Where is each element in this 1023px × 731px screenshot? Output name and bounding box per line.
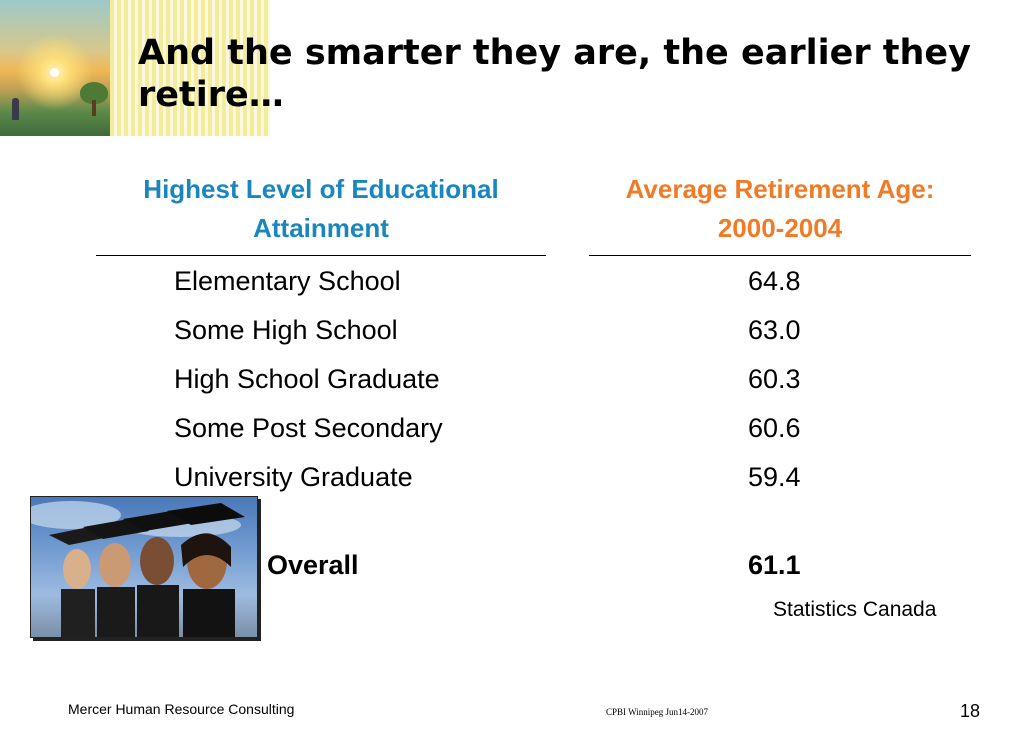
footer-event: CPBI Winnipeg Jun14-2007 (606, 707, 708, 717)
overall-value: 61.1 (748, 550, 801, 580)
row-label-elementary-school: Elementary School (174, 266, 401, 296)
row-value-some-high-school: 63.0 (748, 315, 801, 345)
sun-icon (50, 68, 59, 77)
source-citation: Statistics Canada (773, 598, 937, 621)
tree-trunk (92, 100, 96, 116)
header-divider-left (96, 255, 546, 256)
striped-band (110, 0, 270, 136)
row-label-some-post-secondary: Some Post Secondary (174, 413, 443, 443)
header-illustration (0, 0, 270, 136)
row-value-university-graduate: 59.4 (748, 462, 801, 492)
tree-icon (80, 82, 108, 104)
walking-person-icon (12, 98, 19, 120)
overall-label: Overall (267, 550, 359, 580)
graduates-photo (30, 496, 258, 638)
row-label-some-high-school: Some High School (174, 315, 398, 345)
row-value-high-school-graduate: 60.3 (748, 364, 801, 394)
row-value-elementary-school: 64.8 (748, 266, 801, 296)
header-education-level: Highest Level of Educational Attainment (143, 174, 499, 243)
row-label-university-graduate: University Graduate (174, 462, 413, 492)
page-number: 18 (960, 701, 981, 721)
footer-company: Mercer Human Resource Consulting (68, 701, 295, 717)
header-divider-right (589, 255, 971, 256)
row-value-some-post-secondary: 60.6 (748, 413, 801, 443)
row-label-high-school-graduate: High School Graduate (174, 364, 440, 394)
header-retirement-age: Average Retirement Age: 2000-2004 (625, 174, 935, 243)
slide-title: And the smarter they are, the earlier th… (138, 33, 971, 115)
